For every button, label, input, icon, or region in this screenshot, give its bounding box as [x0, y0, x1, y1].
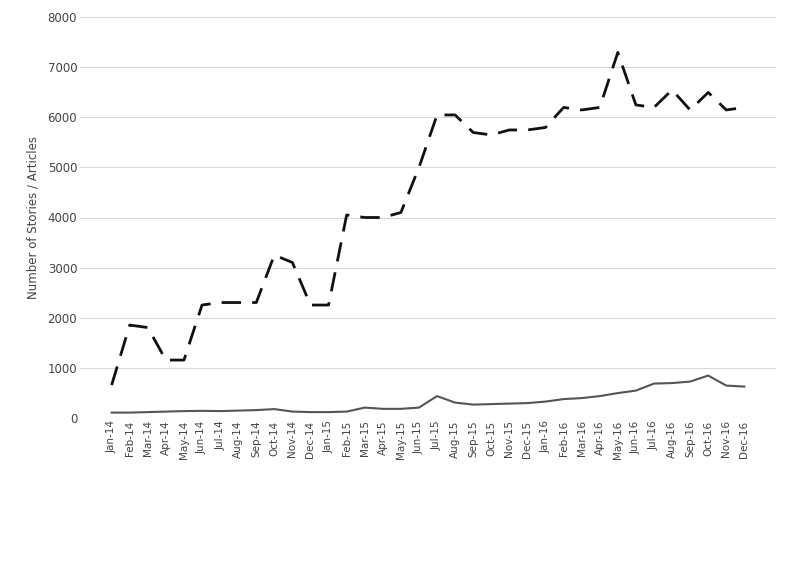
Fake: [613, 49, 622, 56]
Fact-checking: [486, 401, 496, 408]
Fact-checking: [450, 399, 460, 406]
Fact-checking: [541, 398, 550, 405]
Fake: [125, 321, 134, 328]
Fake: [342, 212, 351, 219]
Fact-checking: [360, 404, 370, 411]
Fact-checking: [703, 372, 713, 379]
Fake: [324, 302, 334, 309]
Fact-checking: [324, 409, 334, 416]
Fake: [198, 302, 207, 309]
Fact-checking: [125, 409, 134, 416]
Fact-checking: [251, 407, 261, 414]
Fake: [631, 102, 641, 108]
Fact-checking: [558, 396, 568, 403]
Fake: [486, 132, 496, 139]
Fake: [595, 104, 605, 111]
Fact-checking: [378, 405, 388, 412]
Fact-checking: [215, 408, 225, 415]
Fake: [667, 86, 677, 93]
Fact-checking: [686, 378, 695, 385]
Fact-checking: [288, 408, 298, 415]
Fact-checking: [179, 408, 189, 415]
Fake: [739, 104, 749, 111]
Fake: [396, 209, 406, 216]
Legend: Fact-checking, Fake: Fact-checking, Fake: [333, 575, 523, 580]
Fake: [251, 299, 261, 306]
Fake: [179, 357, 189, 364]
Fact-checking: [595, 393, 605, 400]
Fake: [414, 164, 424, 171]
Fact-checking: [143, 409, 153, 416]
Fake: [161, 357, 170, 364]
Fake: [288, 259, 298, 266]
Fake: [107, 382, 117, 389]
Fake: [505, 126, 514, 133]
Fact-checking: [198, 407, 207, 414]
Y-axis label: Number of Stories / Articles: Number of Stories / Articles: [26, 136, 39, 299]
Fake: [577, 107, 586, 114]
Fact-checking: [306, 409, 315, 416]
Fact-checking: [107, 409, 117, 416]
Fact-checking: [739, 383, 749, 390]
Fake: [306, 302, 315, 309]
Fake: [215, 299, 225, 306]
Fake: [450, 111, 460, 118]
Fake: [432, 111, 442, 118]
Fake: [234, 299, 243, 306]
Fact-checking: [667, 379, 677, 386]
Line: Fact-checking: Fact-checking: [112, 376, 744, 412]
Fake: [143, 324, 153, 331]
Fact-checking: [432, 393, 442, 400]
Fake: [360, 214, 370, 221]
Fact-checking: [613, 390, 622, 397]
Fake: [541, 124, 550, 131]
Fake: [686, 107, 695, 114]
Fake: [522, 126, 532, 133]
Fact-checking: [161, 408, 170, 415]
Fake: [270, 252, 279, 259]
Fact-checking: [522, 400, 532, 407]
Fact-checking: [468, 401, 478, 408]
Fact-checking: [577, 394, 586, 401]
Fake: [722, 107, 731, 114]
Fact-checking: [396, 405, 406, 412]
Fact-checking: [722, 382, 731, 389]
Fact-checking: [270, 405, 279, 412]
Fake: [378, 214, 388, 221]
Fact-checking: [414, 404, 424, 411]
Fact-checking: [505, 400, 514, 407]
Fact-checking: [649, 380, 658, 387]
Fake: [558, 104, 568, 111]
Fake: [468, 129, 478, 136]
Fact-checking: [234, 407, 243, 414]
Line: Fake: Fake: [112, 52, 744, 385]
Fake: [703, 89, 713, 96]
Fake: [649, 104, 658, 111]
Fact-checking: [342, 408, 351, 415]
Fact-checking: [631, 387, 641, 394]
